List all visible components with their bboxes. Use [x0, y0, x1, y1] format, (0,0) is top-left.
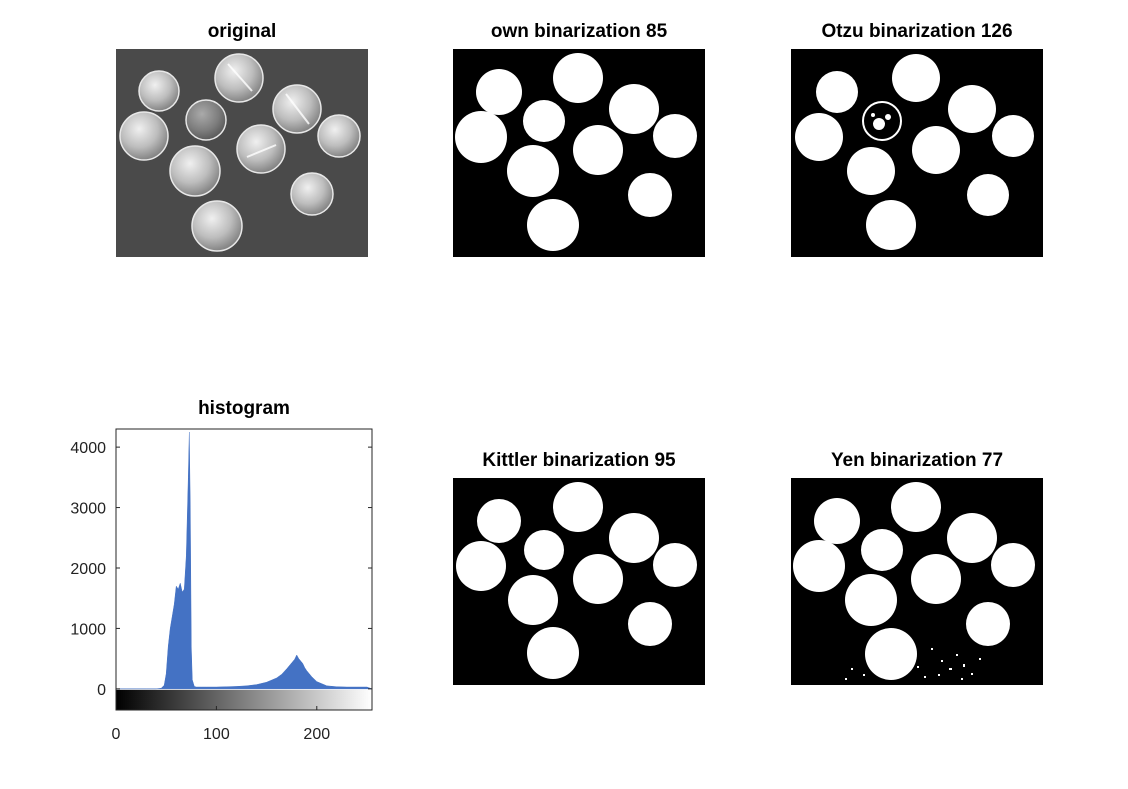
- coin-mask: [795, 113, 843, 161]
- coin-mask: [966, 602, 1010, 646]
- histogram-area: [116, 432, 373, 690]
- coin: [185, 99, 227, 141]
- axes-box: [115, 428, 373, 711]
- y-tick-label: 4000: [70, 440, 106, 457]
- coin-mask: [476, 69, 522, 115]
- yen-binarization-image: [791, 478, 1043, 685]
- own-binarization-image: [453, 49, 705, 257]
- yen-binarization-title: Yen binarization 77: [830, 450, 1004, 471]
- coin-mask: [553, 482, 603, 532]
- coin-mask: [873, 118, 885, 130]
- coin-mask: [573, 554, 623, 604]
- coin: [191, 200, 243, 252]
- original-coins-image: [116, 49, 368, 257]
- coin-mask: [862, 101, 902, 141]
- histogram-title: histogram: [198, 398, 290, 419]
- coin-mask: [912, 126, 960, 174]
- coin-mask: [845, 574, 897, 626]
- coin-mask: [816, 71, 858, 113]
- coin: [317, 114, 361, 158]
- coin-mask: [524, 530, 564, 570]
- coin-mask: [507, 145, 559, 197]
- coin: [169, 145, 221, 197]
- coin-mask: [948, 85, 996, 133]
- coin-mask: [455, 111, 507, 163]
- kittler-binarization-title: Kittler binarization 95: [482, 450, 676, 471]
- coin-mask: [508, 575, 558, 625]
- x-tick-label: 0: [112, 726, 121, 743]
- coin-mask: [523, 100, 565, 142]
- coin-mask: [628, 602, 672, 646]
- coin-mask: [793, 540, 845, 592]
- original-title: original: [207, 21, 277, 42]
- coin-mask: [947, 513, 997, 563]
- y-tick-label: 1000: [70, 621, 106, 638]
- coin-mask: [885, 114, 891, 120]
- coin-mask: [527, 199, 579, 251]
- coin-mask: [573, 125, 623, 175]
- coin-mask: [891, 482, 941, 532]
- coin-mask: [609, 84, 659, 134]
- coin: [138, 70, 180, 112]
- coin-mask: [861, 529, 903, 571]
- coin-mask: [609, 513, 659, 563]
- coin: [214, 53, 264, 103]
- coin-mask: [992, 115, 1034, 157]
- coin-mask: [653, 543, 697, 587]
- coin-mask: [991, 543, 1035, 587]
- histogram-chart: 0 1000 2000 3000 4000 0 100 200: [0, 420, 400, 784]
- coin-mask: [814, 498, 860, 544]
- otzu-binarization-image: [791, 49, 1043, 257]
- coin-mask: [865, 628, 917, 680]
- noise-speckles: [845, 648, 981, 680]
- coin-mask: [456, 541, 506, 591]
- coin-mask: [477, 499, 521, 543]
- x-tick-label: 100: [203, 726, 230, 743]
- coin-mask: [527, 627, 579, 679]
- grayscale-colorbar: [116, 689, 372, 710]
- coin: [236, 124, 286, 174]
- coin-mask: [871, 113, 875, 117]
- coin: [290, 172, 334, 216]
- y-tick-label: 3000: [70, 501, 106, 518]
- coin-mask: [967, 174, 1009, 216]
- x-tick-label: 200: [303, 726, 330, 743]
- coin-mask: [911, 554, 961, 604]
- otzu-binarization-title: Otzu binarization 126: [821, 21, 1013, 42]
- coin-mask: [892, 54, 940, 102]
- coin-mask: [866, 200, 916, 250]
- own-binarization-title: own binarization 85: [490, 21, 668, 42]
- y-tick-label: 0: [97, 682, 106, 699]
- coin-mask: [847, 147, 895, 195]
- kittler-binarization-image: [453, 478, 705, 685]
- coin-mask: [628, 173, 672, 217]
- coin: [119, 111, 169, 161]
- histogram-svg: 0 1000 2000 3000 4000 0 100 200: [70, 428, 373, 743]
- coin-mask: [553, 53, 603, 103]
- y-tick-label: 2000: [70, 561, 106, 578]
- coin-mask: [653, 114, 697, 158]
